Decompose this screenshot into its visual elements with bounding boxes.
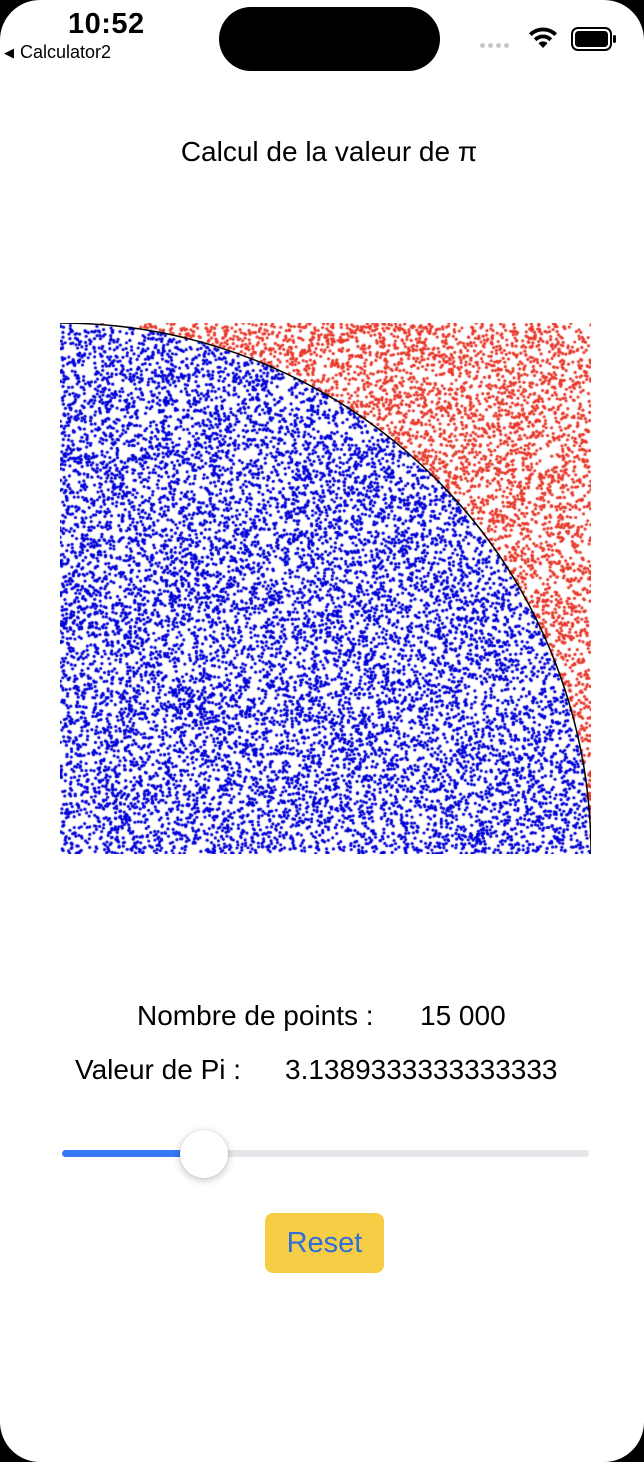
cellular-signal-icon xyxy=(480,43,509,48)
slider-track[interactable] xyxy=(62,1150,589,1157)
points-count-label: Nombre de points : xyxy=(137,1000,374,1031)
back-triangle-icon: ◀ xyxy=(4,45,14,60)
pi-value-label: Valeur de Pi : xyxy=(75,1054,242,1085)
battery-icon xyxy=(571,27,616,51)
quarter-circle-arc xyxy=(60,323,591,854)
points-count-value: 15 000 xyxy=(420,1000,506,1031)
back-app-label: Calculator2 xyxy=(20,42,112,62)
slider-thumb[interactable] xyxy=(180,1130,228,1178)
wifi-icon xyxy=(529,27,557,48)
reset-button[interactable]: Reset xyxy=(265,1213,384,1273)
page-title: Calcul de la valeur de π xyxy=(180,136,478,167)
scatter-points-canvas xyxy=(60,323,591,854)
slider-fill xyxy=(62,1150,204,1157)
dynamic-island xyxy=(219,7,440,71)
status-time: 10:52 xyxy=(68,8,145,40)
back-to-app-link[interactable]: ◀ Calculator2 xyxy=(4,42,111,63)
pi-value: 3.1389333333333333 xyxy=(285,1054,558,1085)
points-slider[interactable] xyxy=(62,1130,589,1178)
monte-carlo-plot xyxy=(60,323,591,854)
